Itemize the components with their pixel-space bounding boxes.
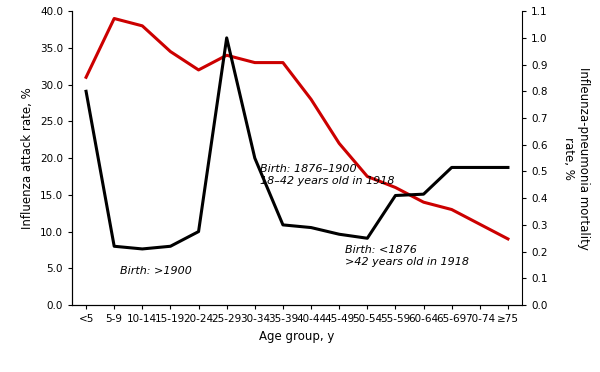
Text: Birth: 1876–1900
18–42 years old in 1918: Birth: 1876–1900 18–42 years old in 1918 bbox=[260, 164, 395, 186]
X-axis label: Age group, y: Age group, y bbox=[259, 330, 335, 343]
Text: Birth: >1900: Birth: >1900 bbox=[121, 266, 193, 276]
Text: Birth: <1876
>42 years old in 1918: Birth: <1876 >42 years old in 1918 bbox=[345, 245, 469, 267]
Y-axis label: Infleunza-pneumonia mortality
rate, %: Infleunza-pneumonia mortality rate, % bbox=[562, 67, 590, 250]
Y-axis label: Influenza attack rate, %: Influenza attack rate, % bbox=[21, 87, 34, 229]
